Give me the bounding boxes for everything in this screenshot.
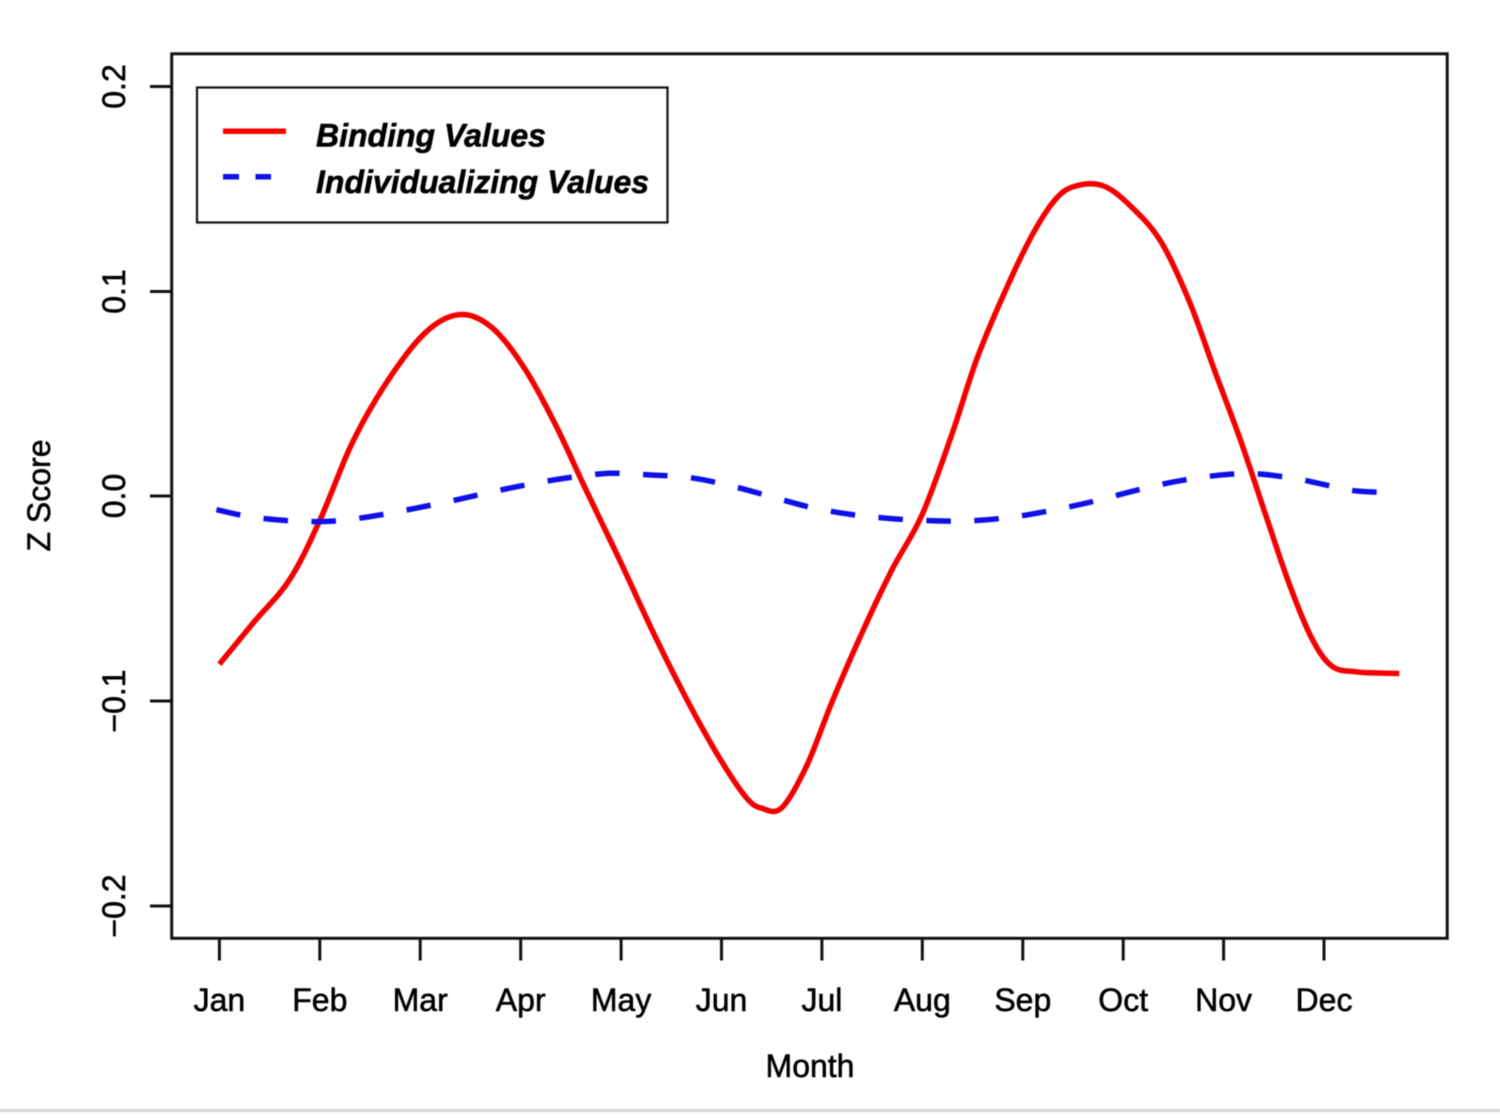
svg-text:Month: Month	[766, 1048, 855, 1084]
svg-text:Dec: Dec	[1296, 982, 1353, 1018]
svg-text:Binding Values: Binding Values	[316, 118, 546, 154]
svg-text:0.1: 0.1	[96, 269, 132, 313]
svg-text:Jan: Jan	[194, 982, 246, 1018]
svg-text:May: May	[591, 982, 651, 1018]
svg-text:0.2: 0.2	[96, 64, 132, 108]
svg-text:Apr: Apr	[496, 982, 546, 1018]
svg-text:Jul: Jul	[801, 982, 842, 1018]
svg-text:Sep: Sep	[994, 982, 1051, 1018]
svg-text:Jun: Jun	[696, 982, 748, 1018]
svg-text:Mar: Mar	[393, 982, 448, 1018]
svg-text:Feb: Feb	[292, 982, 347, 1018]
svg-text:0.0: 0.0	[96, 474, 132, 518]
svg-text:Nov: Nov	[1195, 982, 1252, 1018]
svg-text:Individualizing Values: Individualizing Values	[316, 164, 649, 200]
svg-text:Oct: Oct	[1098, 982, 1148, 1018]
svg-text:Z Score: Z Score	[21, 439, 57, 551]
svg-text:−0.2: −0.2	[96, 874, 132, 937]
svg-text:−0.1: −0.1	[96, 669, 132, 732]
svg-text:Aug: Aug	[894, 982, 951, 1018]
